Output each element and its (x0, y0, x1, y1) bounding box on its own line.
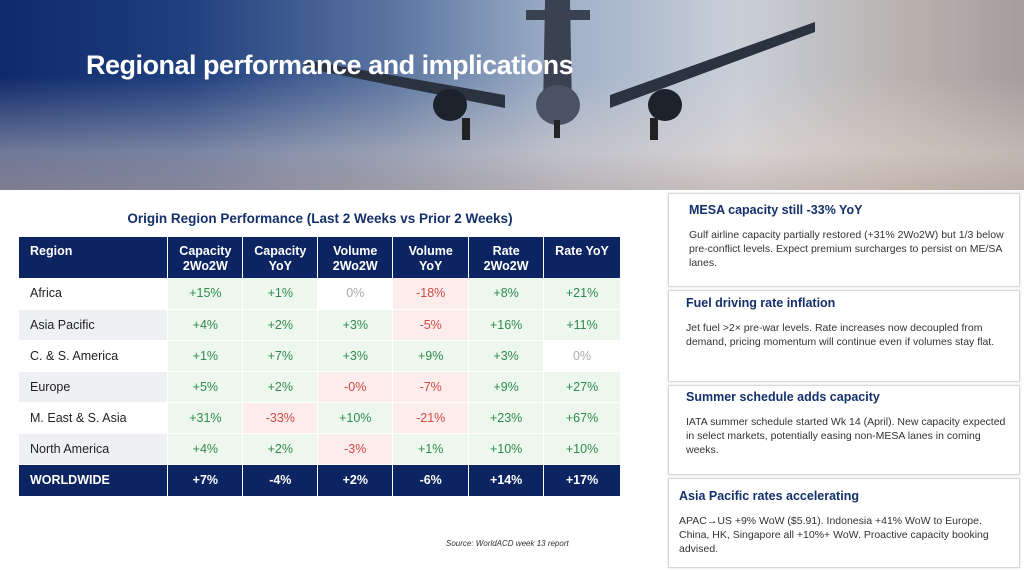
value-cell: +27% (543, 371, 621, 403)
column-header-line: 2Wo2W (182, 259, 228, 273)
value-cell: +1% (392, 433, 470, 465)
column-header-line: Capacity (254, 244, 307, 258)
card-title: MESA capacity still -33% YoY (689, 203, 863, 217)
card-body: APAC→US +9% WoW ($5.91). Indonesia +41% … (679, 515, 989, 555)
region-cell: North America (19, 433, 169, 465)
value-cell: +1% (242, 278, 319, 310)
value-cell: +2% (317, 464, 394, 497)
table-title: Origin Region Performance (Last 2 Weeks … (127, 211, 513, 226)
card-body: Jet fuel >2× pre-war levels. Rate increa… (686, 322, 995, 348)
column-header-line: Rate (492, 244, 520, 258)
column-header-line: YoY (418, 259, 443, 273)
column-header-line: Volume (408, 244, 453, 258)
value-cell: -18% (392, 278, 470, 310)
value-cell: -6% (392, 464, 470, 497)
sky-gradient (0, 0, 1024, 190)
value-cell: +2% (242, 371, 319, 403)
value-cell: +16% (468, 309, 545, 341)
value-cell: +5% (167, 371, 244, 403)
column-header: Capacity YoY (242, 237, 319, 278)
column-header-line: Rate YoY (555, 244, 609, 258)
value-cell: +23% (468, 402, 545, 434)
column-header: Volume 2Wo2W (317, 237, 394, 278)
value-cell: -4% (242, 464, 319, 497)
table-row: North America +4% +2% -3% +1% +10% +10% (19, 433, 621, 465)
column-header-line: 2Wo2W (483, 259, 529, 273)
value-cell: -5% (392, 309, 470, 341)
table-row: WORLDWIDE +7% -4% +2% -6% +14% +17% (19, 464, 621, 497)
table-row: C. & S. America +1% +7% +3% +9% +3% 0% (19, 340, 621, 372)
region-cell: Africa (19, 278, 169, 310)
value-cell: +9% (468, 371, 545, 403)
hero-banner: Regional performance and implications (0, 0, 1024, 190)
page-title: Regional performance and implications (86, 50, 574, 80)
region-cell: M. East & S. Asia (19, 402, 169, 434)
table-row: Africa +15% +1% 0% -18% +8% +21% (19, 278, 621, 310)
column-header-line: Capacity (179, 244, 232, 258)
value-cell: +11% (543, 309, 621, 341)
column-header-line: Region (30, 244, 73, 258)
value-cell: 0% (317, 278, 394, 310)
value-cell: +3% (317, 340, 394, 372)
card-title: Asia Pacific rates accelerating (679, 489, 859, 503)
insight-card-fuel: Fuel driving rate inflation Jet fuel >2×… (668, 290, 1020, 382)
region-cell: Europe (19, 371, 169, 403)
value-cell: +10% (543, 433, 621, 465)
card-body: Gulf airline capacity partially restored… (689, 229, 1004, 269)
value-cell: -3% (317, 433, 394, 465)
region-cell: C. & S. America (19, 340, 169, 372)
value-cell: +2% (242, 433, 319, 465)
value-cell: -7% (392, 371, 470, 403)
value-cell: +3% (317, 309, 394, 341)
column-header: Volume YoY (392, 237, 470, 278)
value-cell: +8% (468, 278, 545, 310)
table-row: M. East & S. Asia +31% -33% +10% -21% +23% +67… (19, 402, 621, 434)
region-cell: WORLDWIDE (19, 464, 169, 497)
table-row: Europe +5% +2% -0% -7% +9% +27% (19, 371, 621, 403)
column-header-line: 2Wo2W (332, 259, 378, 273)
value-cell: +4% (167, 309, 244, 341)
card-body: IATA summer schedule started Wk 14 (Apri… (686, 416, 1006, 456)
value-cell: -0% (317, 371, 394, 403)
table-row: Asia Pacific +4% +2% +3% -5% +16% +11% (19, 309, 621, 341)
value-cell: +7% (167, 464, 244, 497)
insight-card-summer: Summer schedule adds capacity IATA summe… (668, 385, 1020, 475)
region-performance-table: Region Capacity 2Wo2W Capacity YoY Volume 2Wo2… (19, 237, 621, 497)
value-cell: +7% (242, 340, 319, 372)
value-cell: +15% (167, 278, 244, 310)
column-header: Rate 2Wo2W (468, 237, 545, 278)
table-header-row: Region Capacity 2Wo2W Capacity YoY Volume 2Wo2… (19, 237, 621, 278)
value-cell: +67% (543, 402, 621, 434)
value-cell: -21% (392, 402, 470, 434)
card-title: Fuel driving rate inflation (686, 296, 836, 310)
value-cell: +2% (242, 309, 319, 341)
airplane-image (305, 0, 815, 140)
column-header: Capacity 2Wo2W (167, 237, 244, 278)
card-title: Summer schedule adds capacity (686, 390, 880, 404)
source-note: Source: WorldACD week 13 report (446, 539, 569, 548)
value-cell: +10% (317, 402, 394, 434)
column-header-line: YoY (268, 259, 292, 273)
value-cell: +31% (167, 402, 244, 434)
value-cell: +4% (167, 433, 244, 465)
insight-card-apac: Asia Pacific rates accelerating APAC→US … (668, 478, 1020, 568)
insight-card-mesa: MESA capacity still -33% YoY Gulf airlin… (668, 193, 1020, 287)
value-cell: +14% (468, 464, 545, 497)
value-cell: +3% (468, 340, 545, 372)
value-cell: +17% (543, 464, 621, 497)
value-cell: +21% (543, 278, 621, 310)
column-header-line: Volume (333, 244, 378, 258)
column-header: Rate YoY (543, 237, 621, 278)
value-cell: +1% (167, 340, 244, 372)
value-cell: -33% (242, 402, 319, 434)
region-cell: Asia Pacific (19, 309, 169, 341)
value-cell: 0% (543, 340, 621, 372)
value-cell: +10% (468, 433, 545, 465)
column-header: Region (19, 237, 169, 278)
value-cell: +9% (392, 340, 470, 372)
